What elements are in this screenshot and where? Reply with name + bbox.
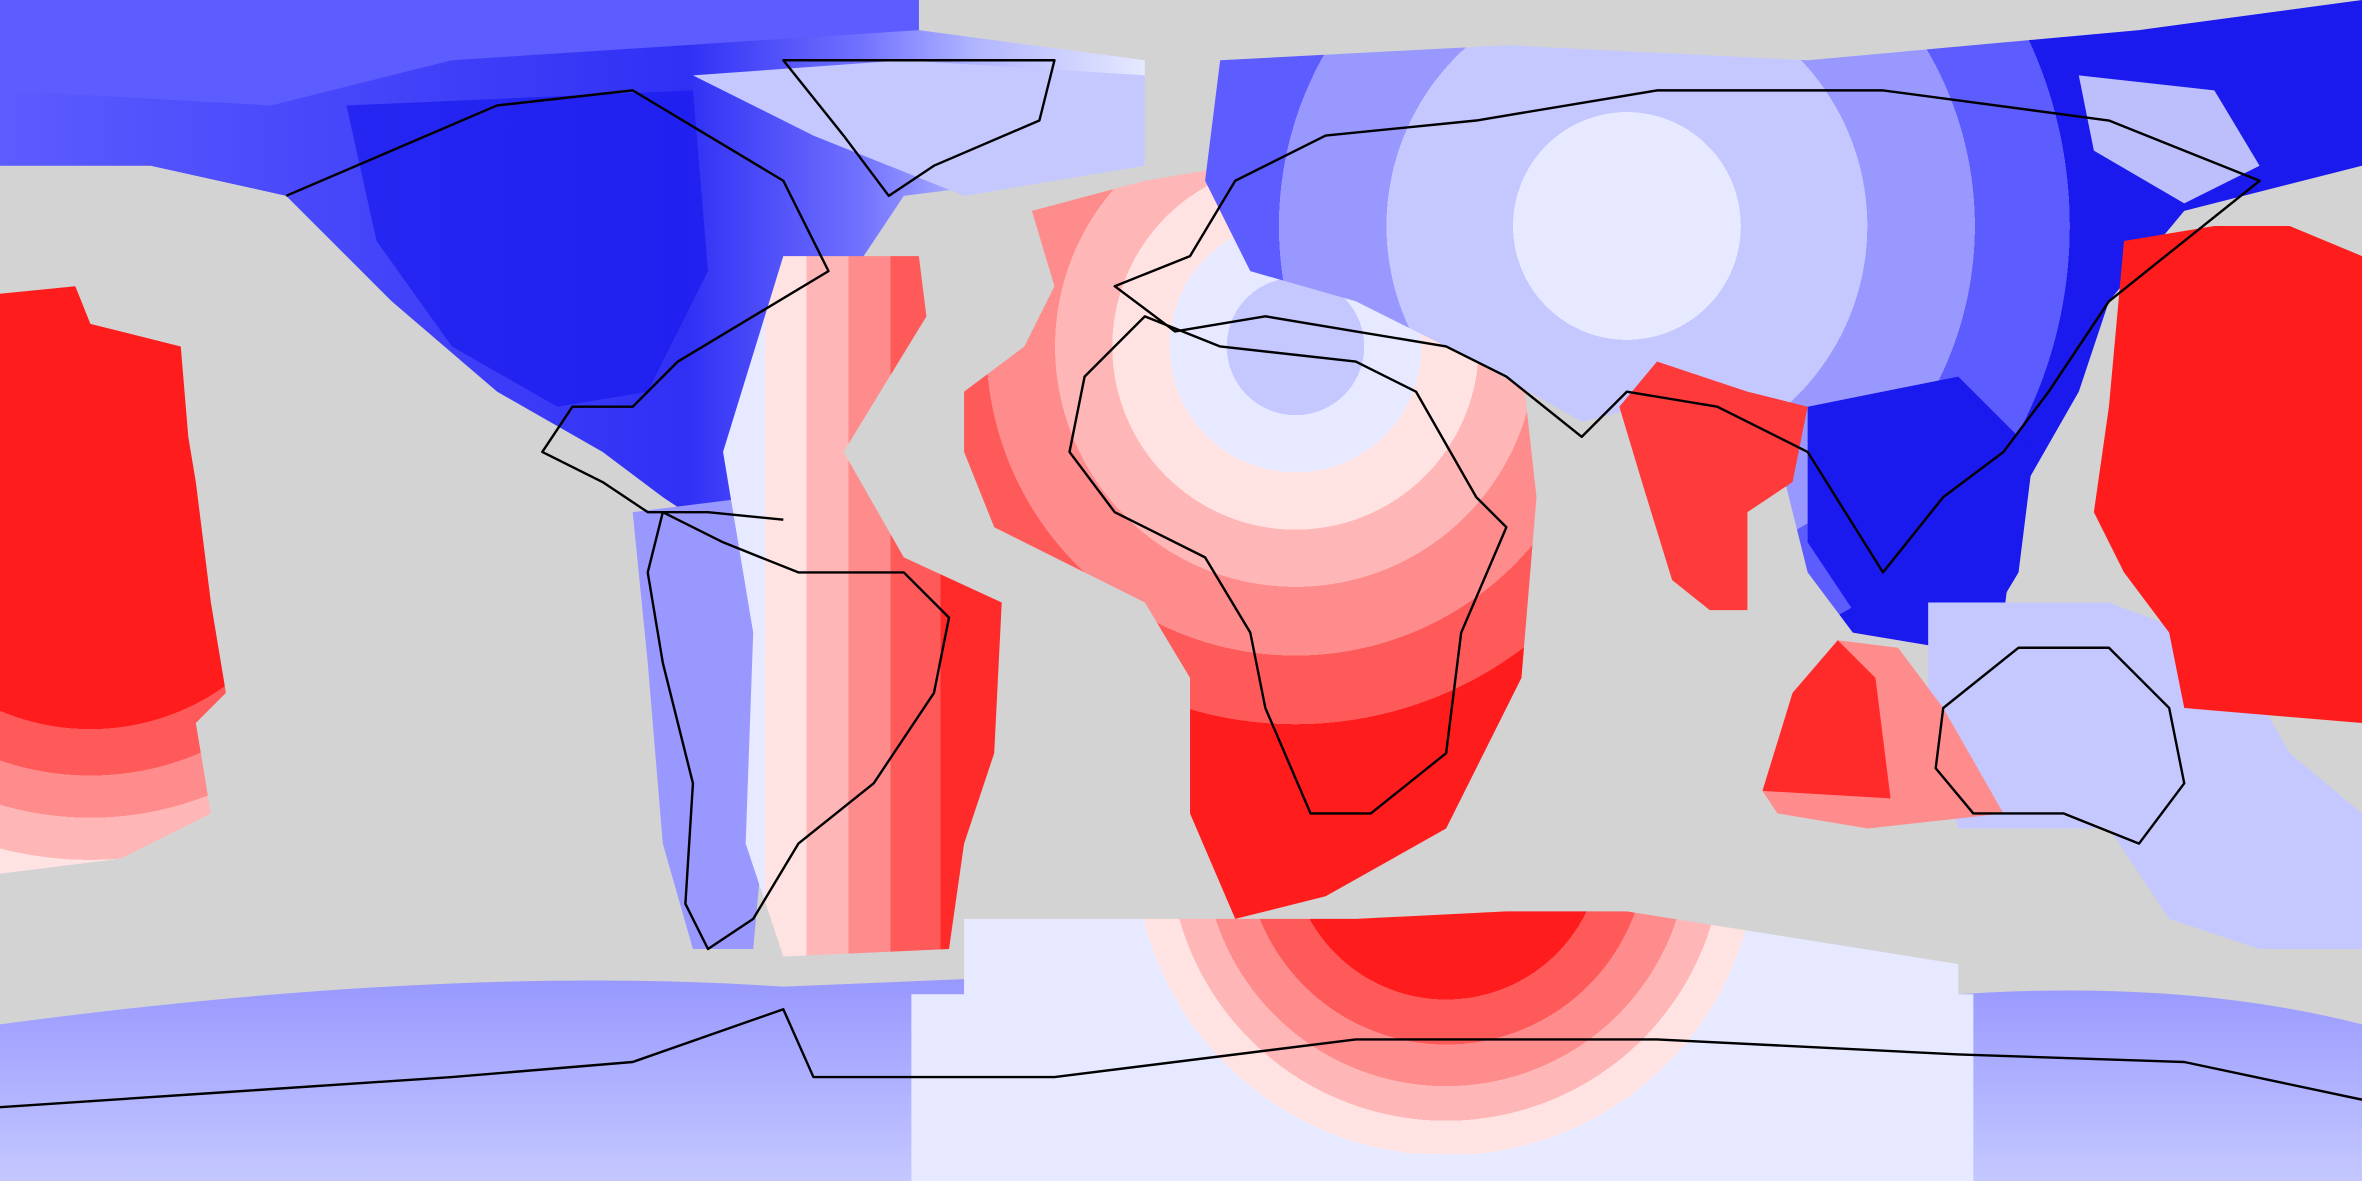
coastline-greenland xyxy=(782,59,1056,198)
south-atlantic-red xyxy=(723,256,1002,957)
coastline-north-america xyxy=(285,89,830,521)
eurasia-blue xyxy=(1205,0,2362,648)
pacific-west-red xyxy=(0,286,226,874)
southeast-asia-blue xyxy=(1807,376,2034,648)
arctic-blue xyxy=(0,0,919,106)
antarctic-red xyxy=(964,911,1959,1155)
southern-band xyxy=(0,979,2362,1181)
siberia-light xyxy=(2078,75,2260,204)
australia-blue xyxy=(1928,602,2362,950)
pacific-east-red xyxy=(2093,225,2362,724)
north-america-core xyxy=(346,90,708,407)
india-red xyxy=(1619,361,1808,611)
coastline-south-america xyxy=(646,510,951,951)
greenland-light xyxy=(692,60,1145,196)
coastline-africa xyxy=(1068,315,1508,815)
coastline-australia xyxy=(1934,646,2186,845)
coastline-antarctica xyxy=(0,1008,2362,1109)
south-america-blue xyxy=(632,497,784,950)
africa-red xyxy=(964,150,1537,919)
coastline-eurasia xyxy=(1113,89,2261,574)
indian-ocean-core xyxy=(1762,640,1891,799)
